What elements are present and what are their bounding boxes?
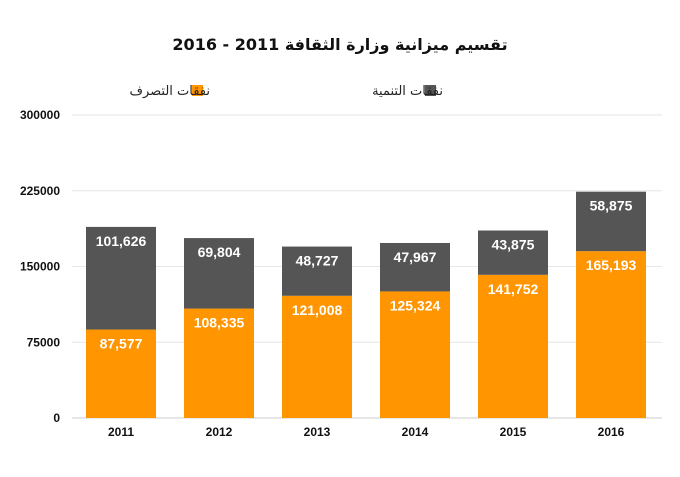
legend-label-development: نفقات التنمية xyxy=(372,84,443,99)
legend-swatch-operating xyxy=(192,85,203,96)
data-label: 121,008 xyxy=(292,302,343,318)
legend-swatch-development xyxy=(425,85,436,96)
bar-development-2015 xyxy=(478,230,548,275)
bar-operating-2012 xyxy=(184,308,254,418)
data-label: 43,875 xyxy=(492,237,535,253)
bar-operating-2016 xyxy=(576,251,646,418)
x-tick-label: 2013 xyxy=(304,425,331,439)
data-label: 69,804 xyxy=(198,244,241,260)
x-tick-label: 2012 xyxy=(206,425,233,439)
legend: نفقات التصرف نفقات التنمية xyxy=(129,84,443,99)
data-label: 58,875 xyxy=(590,198,633,214)
data-label: 47,967 xyxy=(394,249,437,265)
bar-operating-2011 xyxy=(86,329,156,418)
y-tick-label: 75000 xyxy=(27,335,61,349)
data-label: 101,626 xyxy=(96,233,147,249)
bar-operating-2014 xyxy=(380,291,450,418)
x-tick-label: 2016 xyxy=(598,425,625,439)
bar-development-2014 xyxy=(380,242,450,292)
data-label: 165,193 xyxy=(586,257,637,273)
legend-label-operating: نفقات التصرف xyxy=(129,84,210,99)
x-tick-label: 2015 xyxy=(500,425,527,439)
data-label: 125,324 xyxy=(390,297,441,313)
y-tick-label: 150000 xyxy=(20,260,60,274)
data-label: 87,577 xyxy=(100,336,143,352)
x-tick-label: 2014 xyxy=(402,425,429,439)
y-tick-label: 225000 xyxy=(20,184,60,198)
data-label: 48,727 xyxy=(296,253,339,269)
data-label: 108,335 xyxy=(194,315,245,331)
x-tick-label: 2011 xyxy=(108,425,134,439)
bar-development-2011 xyxy=(86,226,156,330)
bar-development-2016 xyxy=(576,191,646,252)
y-tick-label: 0 xyxy=(53,411,60,425)
bar-operating-2015 xyxy=(478,274,548,418)
y-tick-label: 300000 xyxy=(20,108,60,122)
bar-development-2013 xyxy=(282,246,352,296)
bar-operating-2013 xyxy=(282,295,352,418)
bar-development-2012 xyxy=(184,238,254,309)
data-label: 141,752 xyxy=(488,281,539,297)
chart-title: تقسيم ميزانية وزارة الثقافة 2011 - 2016 xyxy=(172,35,507,54)
